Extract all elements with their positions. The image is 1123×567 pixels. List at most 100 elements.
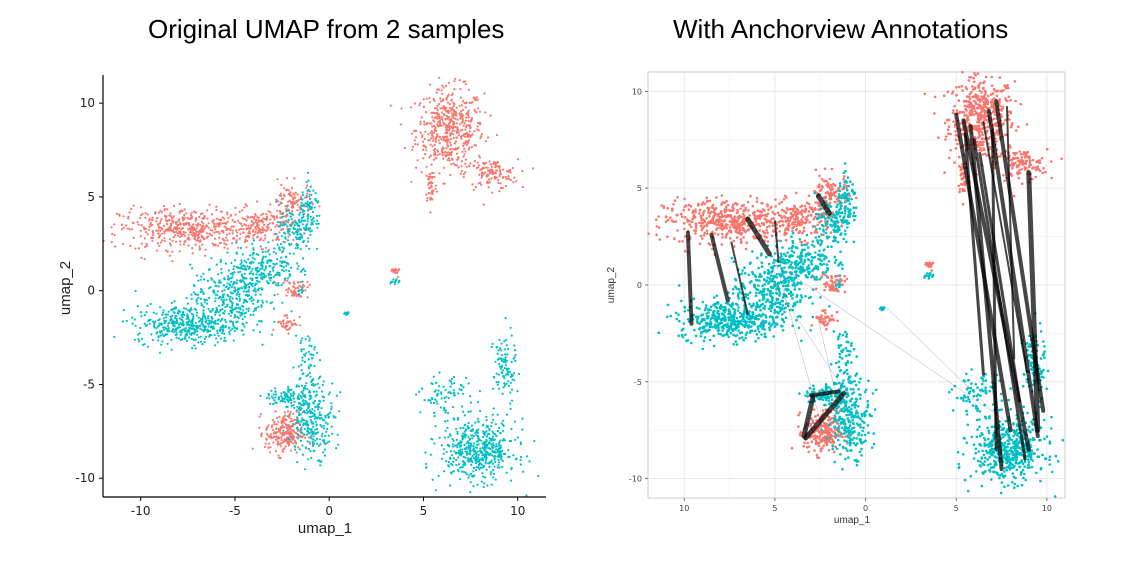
cell-point	[177, 323, 181, 326]
cell-point	[289, 392, 292, 395]
cell-point	[237, 288, 241, 291]
cell-point	[475, 111, 478, 114]
cell-point	[146, 345, 150, 348]
cell-point	[414, 136, 418, 139]
cell-point	[210, 319, 213, 323]
cell-point	[186, 302, 189, 305]
cell-point	[285, 189, 288, 192]
cell-point	[746, 297, 750, 300]
cell-point	[306, 440, 309, 443]
cell-point	[214, 300, 217, 303]
cell-point	[188, 231, 192, 234]
cell-point	[499, 367, 502, 370]
cell-point	[423, 120, 426, 123]
left-y-axis-label: umap_2	[57, 261, 74, 315]
cell-point	[452, 391, 455, 394]
cell-point	[233, 313, 236, 316]
cell-point	[276, 178, 279, 181]
cell-point	[320, 425, 323, 428]
cell-point	[301, 283, 305, 286]
cell-point	[211, 320, 215, 324]
cell-point	[312, 450, 315, 453]
cell-point	[477, 436, 480, 440]
cell-point	[433, 111, 436, 114]
cell-point	[448, 433, 451, 436]
cell-point	[197, 293, 200, 296]
cell-point	[268, 397, 271, 400]
cell-point	[300, 369, 303, 372]
cell-point	[216, 332, 219, 335]
cell-point	[223, 222, 226, 225]
cell-point	[162, 205, 166, 208]
cell-point	[980, 376, 983, 380]
cell-point	[297, 397, 300, 400]
cell-point	[329, 411, 332, 414]
cell-point	[478, 121, 481, 124]
cell-point	[269, 218, 272, 221]
cell-point	[253, 307, 256, 310]
cell-point	[326, 422, 329, 426]
cell-point	[832, 330, 836, 333]
cell-point	[962, 453, 965, 456]
cell-point	[275, 223, 278, 227]
cell-point	[260, 433, 263, 437]
cell-point	[261, 258, 264, 261]
cell-point	[465, 143, 468, 146]
cell-point	[197, 341, 200, 344]
cell-point	[161, 313, 164, 316]
cell-point	[236, 320, 239, 323]
cell-point	[482, 475, 485, 478]
cell-point	[460, 170, 463, 173]
cell-point	[430, 130, 434, 133]
cell-point	[399, 123, 402, 126]
cell-point	[427, 133, 430, 136]
cell-point	[290, 210, 294, 213]
cell-point	[199, 335, 202, 338]
cell-point	[164, 333, 167, 337]
cell-point	[990, 447, 994, 451]
cell-point	[237, 291, 240, 294]
cell-point	[277, 284, 280, 287]
cell-point	[296, 293, 299, 296]
cell-point	[324, 434, 327, 438]
cell-point	[286, 239, 290, 242]
cell-point	[307, 237, 310, 240]
cell-point	[232, 267, 235, 271]
cell-point	[225, 285, 228, 288]
cell-point	[269, 203, 272, 206]
cell-point	[219, 326, 222, 329]
cell-point	[250, 220, 253, 223]
cell-point	[315, 222, 318, 225]
cell-point	[205, 298, 208, 302]
cell-point	[231, 304, 234, 307]
cell-point	[484, 140, 487, 143]
cell-point	[237, 246, 240, 249]
cell-point	[258, 415, 261, 418]
cell-point	[289, 420, 292, 423]
cell-point	[462, 155, 465, 158]
cell-point	[464, 106, 467, 109]
cell-point	[182, 222, 185, 225]
cell-point	[505, 344, 508, 347]
cell-point	[478, 468, 481, 471]
cell-point	[417, 390, 421, 393]
cell-point	[510, 427, 513, 431]
cell-point	[464, 471, 467, 474]
cell-point	[511, 166, 514, 170]
cell-point	[866, 400, 869, 403]
cell-point	[828, 177, 832, 181]
cell-point	[273, 320, 276, 323]
cell-point	[488, 160, 491, 163]
cell-point	[442, 385, 445, 388]
cell-point	[454, 147, 457, 150]
cell-point	[222, 329, 225, 332]
cell-point	[247, 289, 250, 292]
cell-point	[282, 212, 285, 215]
cell-point	[465, 124, 469, 127]
cell-point	[451, 443, 455, 446]
cell-point	[428, 122, 431, 125]
cell-point	[190, 297, 193, 300]
cell-point	[306, 220, 309, 223]
cell-point	[307, 365, 310, 368]
cell-point	[303, 433, 306, 436]
